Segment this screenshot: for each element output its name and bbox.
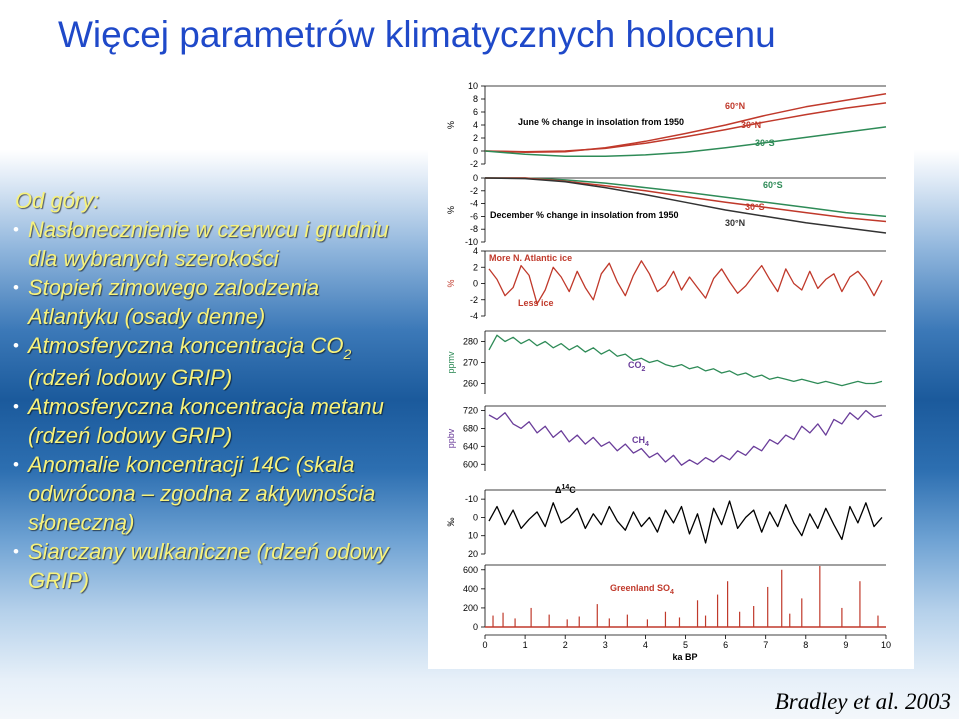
- y-axis-label-co2: ppmv: [446, 351, 456, 374]
- series-label-december-2: 30°N: [725, 218, 745, 228]
- y-tick-label-so4: 0: [473, 622, 478, 632]
- x-tick-label: 5: [683, 640, 688, 650]
- bullet-co2-source: (rdzeń lodowy GRIP): [28, 365, 233, 390]
- series-june-2: [484, 126, 887, 157]
- series-c14-0: [488, 500, 883, 544]
- y-axis-label-c14: ‰: [446, 518, 456, 527]
- annotation-co2: CO2: [628, 360, 646, 373]
- x-tick-label: 7: [763, 640, 768, 650]
- bullet-c14: Anomalie koncentracji 14C (skala odwróco…: [13, 450, 413, 537]
- y-tick-label-so4: 600: [463, 565, 478, 575]
- y-tick-label-june: -2: [470, 159, 478, 169]
- x-tick-label: 4: [643, 640, 648, 650]
- description-textbox: Od góry: Nasłonecznienie w czerwcu i gru…: [13, 186, 413, 595]
- annotation-ch4: CH4: [632, 435, 649, 448]
- y-axis-label-ice: %: [446, 279, 456, 287]
- series-label-june-0: 60°N: [725, 101, 745, 111]
- series-label-june-1: 30°N: [741, 120, 761, 130]
- x-tick-label: 3: [603, 640, 608, 650]
- y-tick-label-june: 8: [473, 94, 478, 104]
- series-december-2: [484, 177, 887, 234]
- slide-title: Więcej parametrów klimatycznych holocenu: [58, 14, 776, 55]
- bullet-sulfate: Siarczany wulkaniczne (rdzeń odowy GRIP): [13, 537, 413, 595]
- textbox-heading: Od góry:: [15, 188, 100, 213]
- y-tick-label-so4: 400: [463, 584, 478, 594]
- annotation-june: June % change in insolation from 1950: [518, 117, 684, 127]
- y-tick-label-june: 2: [473, 133, 478, 143]
- series-label-december-0: 60°S: [763, 180, 783, 190]
- y-tick-label-december: -10: [465, 237, 478, 247]
- y-tick-label-june: 10: [468, 81, 478, 91]
- bullet-co2: Atmosferyczna koncentracja CO2 (rdzeń lo…: [13, 331, 413, 392]
- series-ice-0: [488, 260, 883, 305]
- annotation-sulfate-part: 4: [670, 589, 674, 596]
- x-axis-label: ka BP: [672, 652, 697, 662]
- y-tick-label-c14: 10: [468, 531, 478, 541]
- bullet-co2-subscript: 2: [343, 346, 352, 362]
- series-ch4-0: [488, 409, 883, 466]
- series-co2-0: [488, 334, 883, 387]
- annotation-co2-part: CO: [628, 360, 642, 370]
- x-tick-label: 10: [881, 640, 891, 650]
- y-tick-label-ice: 4: [473, 246, 478, 256]
- y-tick-label-c14: -10: [465, 494, 478, 504]
- annotation-c14-part: Δ: [555, 485, 562, 495]
- y-tick-label-june: 0: [473, 146, 478, 156]
- bullet-methane: Atmosferyczna koncentracja metanu (rdzeń…: [13, 392, 413, 450]
- y-tick-label-ch4: 600: [463, 459, 478, 469]
- citation: Bradley et al. 2003: [774, 689, 951, 714]
- x-tick-label: 9: [843, 640, 848, 650]
- x-tick-label: 2: [563, 640, 568, 650]
- x-tick-label: 0: [482, 640, 487, 650]
- climate-figure: 10 8 6 4 2 0 -2% 60°N 30°N 30°S June % change in i…: [428, 76, 914, 669]
- y-tick-label-co2: 260: [463, 379, 478, 389]
- y-tick-label-ice: 2: [473, 262, 478, 272]
- annotation-co2-part: 2: [642, 366, 646, 373]
- x-tick-label: 8: [803, 640, 808, 650]
- annotation-ch4-part: 4: [645, 441, 649, 448]
- y-tick-label-ch4: 640: [463, 441, 478, 451]
- annotation-sulfate-part: Greenland SO: [610, 583, 670, 593]
- annotation-more-ice: More N. Atlantic ice: [489, 253, 572, 263]
- y-tick-label-december: -2: [470, 186, 478, 196]
- y-tick-label-december: -8: [470, 224, 478, 234]
- y-tick-label-co2: 270: [463, 358, 478, 368]
- bullet-sea-ice: Stopień zimowego zalodzenia Atlantyku (o…: [13, 273, 413, 331]
- y-tick-label-ch4: 720: [463, 405, 478, 415]
- y-axis-label-ch4: ppbv: [446, 428, 456, 448]
- y-tick-label-ice: -4: [470, 311, 478, 321]
- y-tick-label-c14: 0: [473, 512, 478, 522]
- y-tick-label-so4: 200: [463, 603, 478, 613]
- y-tick-label-december: -6: [470, 211, 478, 221]
- annotation-ch4-part: CH: [632, 435, 645, 445]
- bullet-co2-text: Atmosferyczna koncentracja CO: [28, 333, 344, 358]
- y-tick-label-co2: 280: [463, 337, 478, 347]
- y-tick-label-c14: 20: [468, 549, 478, 559]
- y-axis-label-december: %: [446, 206, 456, 214]
- series-december-0: [485, 177, 887, 218]
- annotation-c14: Δ14C: [555, 484, 576, 495]
- series-label-june-2: 30°S: [755, 138, 775, 148]
- y-tick-label-ice: 0: [473, 279, 478, 289]
- annotation-c14-part: 14: [561, 484, 569, 491]
- y-tick-label-june: 4: [473, 120, 478, 130]
- annotation-less-ice: Less ice: [518, 298, 554, 308]
- y-axis-label-june: %: [446, 121, 456, 129]
- series-june-1: [484, 102, 887, 153]
- annotation-c14-part: C: [569, 485, 576, 495]
- y-tick-label-december: 0: [473, 173, 478, 183]
- bullet-insolation: Nasłonecznienie w czerwcu i grudniu dla …: [13, 215, 413, 273]
- x-tick-label: 6: [723, 640, 728, 650]
- y-tick-label-ice: -2: [470, 295, 478, 305]
- series-label-december-1: 30°S: [745, 202, 765, 212]
- annotation-sulfate: Greenland SO4: [610, 583, 674, 596]
- y-tick-label-december: -4: [470, 199, 478, 209]
- y-tick-label-ch4: 680: [463, 423, 478, 433]
- x-tick-label: 1: [523, 640, 528, 650]
- y-tick-label-june: 6: [473, 107, 478, 117]
- annotation-december: December % change in insolation from 195…: [490, 210, 679, 220]
